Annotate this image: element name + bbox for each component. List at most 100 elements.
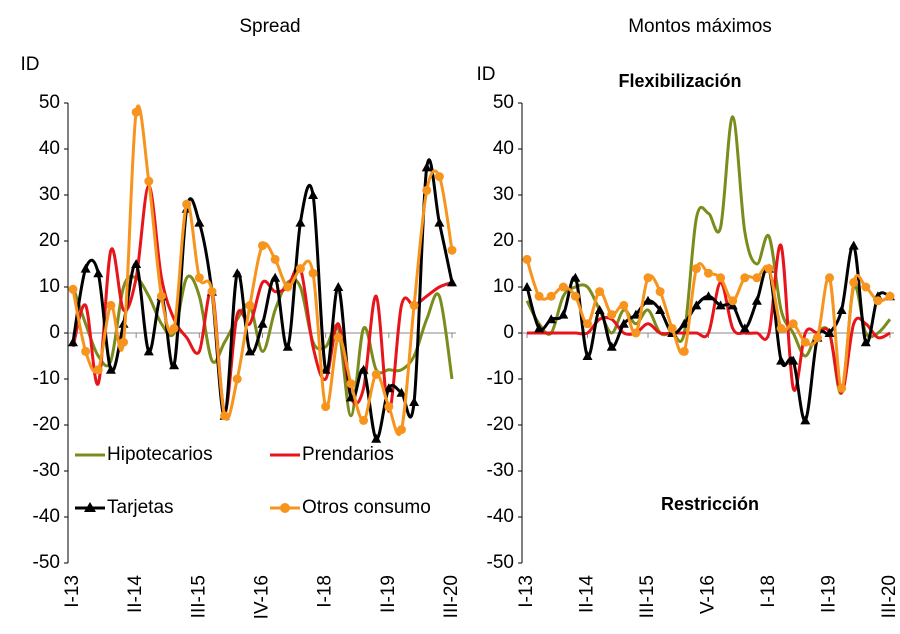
point <box>558 282 568 292</box>
y-tick-label: 30 <box>39 184 60 205</box>
point <box>812 333 822 343</box>
y-tick-label: -20 <box>487 414 514 435</box>
point <box>131 259 142 268</box>
x-tick-label: II-14 <box>125 575 146 613</box>
series-line <box>71 274 454 418</box>
point <box>144 176 154 186</box>
point <box>282 341 293 351</box>
point <box>270 254 280 264</box>
y-tick-label: 50 <box>493 92 514 113</box>
point <box>345 392 356 402</box>
y-tick-label: 0 <box>49 322 60 343</box>
point <box>434 217 445 227</box>
x-tick-label: I-18 <box>758 575 779 608</box>
y-tick-label: 10 <box>493 276 514 297</box>
point <box>245 300 255 310</box>
legend-label: Hipotecarios <box>107 444 213 465</box>
point <box>740 273 750 283</box>
y-tick-label: -20 <box>33 414 60 435</box>
point <box>776 355 787 365</box>
point <box>728 296 738 306</box>
point <box>119 337 129 347</box>
x-tick-label: V-16 <box>698 575 719 614</box>
y-tick-label: 10 <box>39 276 60 297</box>
point <box>383 383 394 393</box>
point <box>333 333 343 343</box>
y-tick-label: 50 <box>39 92 60 113</box>
y-tick-label: -10 <box>33 368 60 389</box>
y-tick-label: 40 <box>39 138 60 159</box>
point <box>105 364 116 374</box>
point <box>776 323 786 333</box>
point <box>156 291 166 301</box>
point <box>194 273 204 283</box>
point <box>583 319 592 329</box>
point <box>371 433 382 443</box>
point <box>546 314 557 324</box>
point <box>534 291 544 301</box>
point <box>788 319 798 329</box>
point <box>594 305 605 314</box>
point <box>570 291 580 301</box>
point <box>679 318 690 328</box>
x-tick-label: III-20 <box>879 575 900 618</box>
point <box>308 190 319 199</box>
y-tick-label: 20 <box>493 230 514 251</box>
point <box>546 291 556 301</box>
point <box>143 346 154 356</box>
point <box>606 341 617 351</box>
point <box>655 305 666 314</box>
point <box>194 217 205 227</box>
point <box>848 240 859 250</box>
y-tick-label: -50 <box>487 552 514 573</box>
point <box>607 310 617 320</box>
point <box>800 337 810 347</box>
x-tick-label: III-15 <box>188 575 209 618</box>
point <box>522 282 532 291</box>
point <box>384 402 394 412</box>
y-tick-label: -10 <box>487 368 514 389</box>
point <box>308 268 318 278</box>
point <box>849 277 859 287</box>
point <box>169 360 180 370</box>
point <box>630 309 641 319</box>
y-tick-label: 30 <box>493 184 514 205</box>
point <box>860 337 871 347</box>
annotation: Restricción <box>661 494 759 514</box>
point <box>703 291 714 301</box>
point <box>667 323 677 333</box>
y-tick-label: -50 <box>33 552 60 573</box>
point <box>447 277 457 287</box>
point <box>885 291 895 301</box>
point <box>270 272 281 282</box>
point <box>371 369 381 379</box>
y-tick-label: -40 <box>487 506 514 527</box>
point <box>715 300 726 310</box>
point <box>837 383 847 393</box>
series-line <box>71 158 454 441</box>
x-tick-label: III-15 <box>637 575 658 618</box>
point <box>643 295 653 305</box>
point <box>861 282 871 292</box>
point <box>220 411 230 421</box>
y-tick-label: 0 <box>503 322 514 343</box>
y-tick-label: 20 <box>39 230 60 251</box>
point <box>643 273 653 283</box>
point <box>409 397 420 406</box>
point <box>618 318 629 328</box>
point <box>534 323 545 333</box>
point <box>283 282 293 292</box>
point <box>752 273 762 283</box>
point <box>232 374 242 384</box>
point <box>396 425 406 435</box>
legend-marker <box>280 503 290 513</box>
point <box>691 300 702 310</box>
x-tick-label: I-13 <box>516 575 537 608</box>
point <box>691 264 701 274</box>
point <box>93 365 103 375</box>
point <box>333 282 344 291</box>
point <box>739 323 750 333</box>
legend-marker <box>84 502 96 512</box>
point <box>631 328 641 338</box>
